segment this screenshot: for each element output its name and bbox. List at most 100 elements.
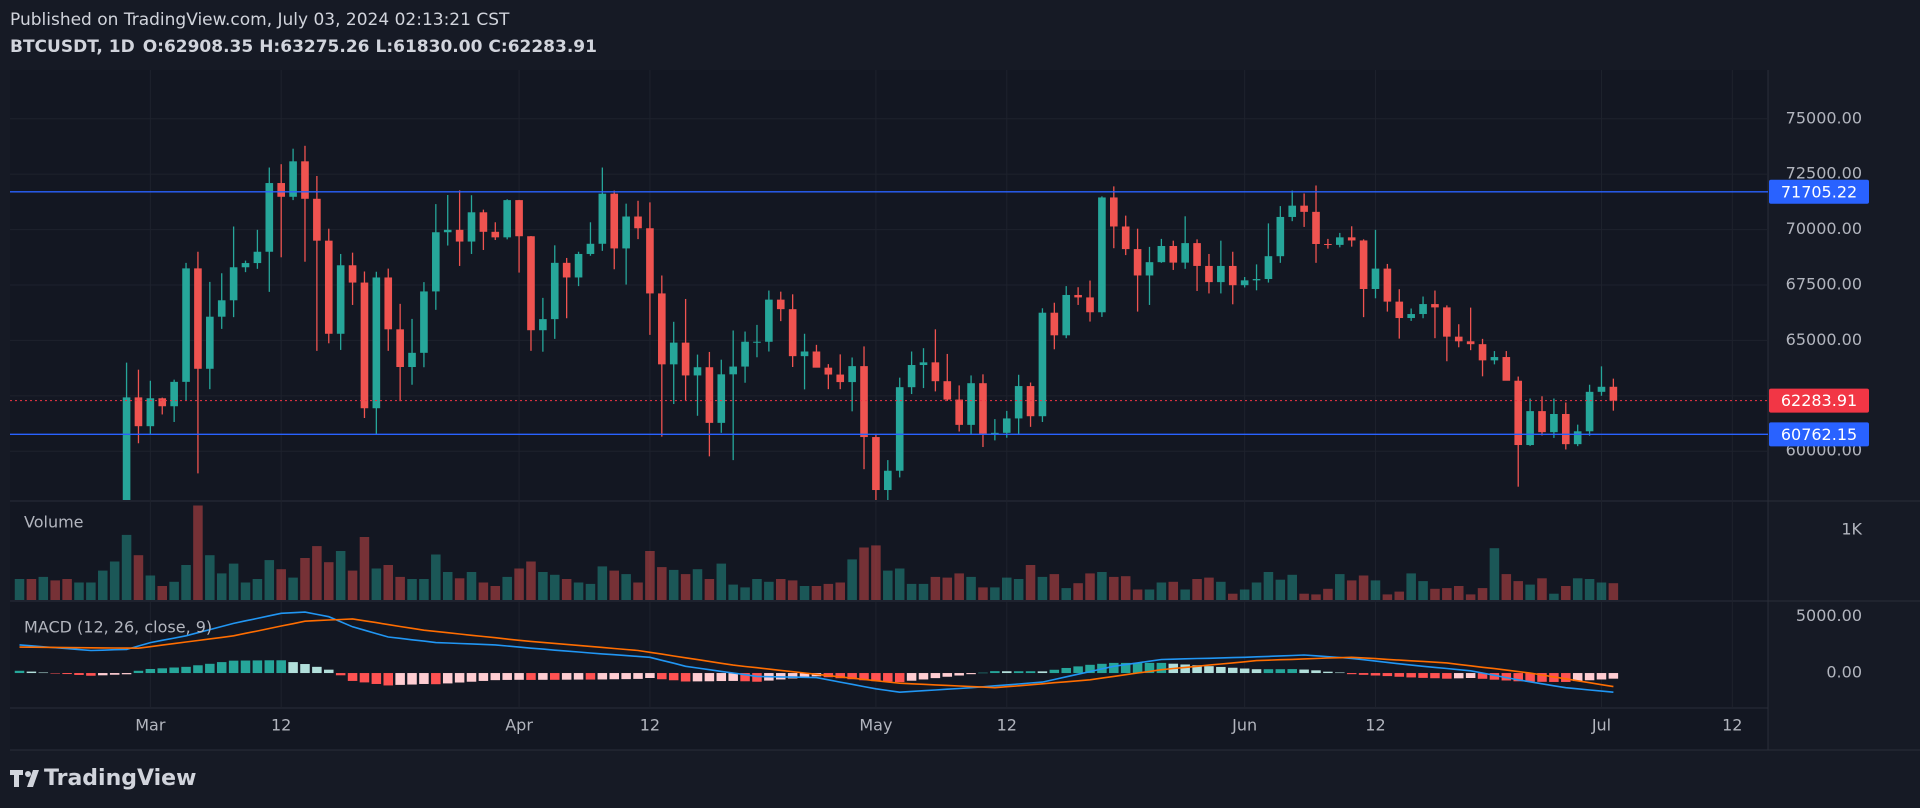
pane-title: MACD (12, 26, close, 9)	[24, 618, 212, 637]
volume-bar	[561, 579, 572, 600]
volume-bar	[1001, 577, 1012, 600]
candle-body	[1145, 262, 1154, 276]
macd-histogram-bar	[442, 673, 453, 684]
candle-body	[479, 212, 488, 232]
candle-body	[753, 341, 761, 343]
volume-bar	[193, 505, 203, 600]
macd-histogram-bar	[1287, 669, 1297, 674]
candle-body	[1109, 197, 1118, 227]
volume-bar	[395, 576, 405, 600]
candle-body	[860, 366, 868, 438]
candle-body	[313, 198, 321, 241]
x-tick-label: 12	[997, 716, 1017, 735]
volume-bar	[276, 569, 286, 600]
candle-body	[503, 200, 511, 238]
x-tick-label: 12	[1365, 716, 1385, 735]
ohlc-key: C:	[488, 37, 507, 57]
volume-bar	[1584, 579, 1595, 600]
candle-body	[1561, 414, 1570, 445]
volume-bar	[1144, 589, 1155, 600]
volume-bar	[692, 569, 703, 600]
volume-bar	[1168, 581, 1179, 600]
macd-histogram-bar	[716, 673, 727, 682]
macd-histogram-bar	[86, 673, 96, 676]
candle-body	[1217, 265, 1225, 283]
candle-body	[622, 216, 630, 249]
x-tick-label: 12	[271, 716, 291, 735]
candle-body	[705, 367, 714, 423]
macd-histogram-bar	[1120, 662, 1131, 674]
candle-body	[360, 282, 369, 409]
candle-body	[253, 251, 262, 264]
macd-histogram-bar	[109, 673, 120, 675]
candle-body	[1252, 279, 1261, 281]
candle-body	[515, 200, 523, 237]
candle-body	[800, 351, 809, 357]
volume-bar	[645, 551, 655, 600]
candle-body	[539, 319, 547, 331]
candle-body	[146, 398, 155, 427]
candle-body	[1359, 240, 1368, 289]
macd-histogram-bar	[1239, 668, 1250, 674]
volume-bar	[1608, 583, 1619, 600]
macd-histogram-bar	[835, 673, 845, 679]
candle-body	[1478, 344, 1487, 361]
macd-histogram-bar	[847, 673, 857, 680]
volume-bar	[38, 576, 49, 600]
ohlc-value: 62283.91	[508, 37, 597, 57]
published-text: Published on TradingView.com, July 03, 2…	[10, 10, 510, 30]
price-label: 62283.91	[1781, 391, 1857, 410]
macd-histogram-bar	[799, 673, 810, 678]
volume-bar	[1561, 586, 1571, 600]
y-tick-label: 75000.00	[1786, 108, 1862, 127]
macd-histogram-bar	[1430, 673, 1440, 679]
volume-bar	[550, 574, 560, 600]
candle-body	[872, 437, 880, 491]
macd-histogram-bar	[1132, 662, 1143, 674]
volume-bar	[978, 587, 988, 600]
macd-histogram-bar	[692, 673, 703, 682]
volume-bar	[633, 582, 643, 600]
x-tick-label: Jul	[1591, 716, 1611, 735]
candle-body	[1514, 380, 1523, 446]
volume-bar	[680, 574, 691, 600]
macd-histogram-bar	[264, 660, 275, 674]
macd-histogram-bar	[1358, 673, 1369, 675]
macd-histogram-bar	[1001, 671, 1012, 674]
macd-histogram-bar	[859, 673, 869, 681]
candle-body	[1466, 341, 1475, 345]
volume-bar	[1453, 586, 1464, 600]
volume-bar	[1442, 588, 1452, 600]
volume-bar	[883, 570, 893, 600]
macd-histogram-bar	[978, 672, 988, 674]
macd-histogram-bar	[1311, 670, 1321, 674]
macd-histogram-bar	[871, 673, 881, 682]
candle-body	[527, 236, 535, 331]
volume-bar	[14, 579, 25, 600]
macd-histogram-bar	[466, 673, 477, 682]
volume-bar	[1287, 574, 1297, 600]
macd-histogram-bar	[1465, 673, 1476, 679]
macd-histogram-bar	[704, 673, 715, 682]
candle-body	[1312, 211, 1320, 244]
candle-body	[562, 262, 571, 278]
volume-bar	[1192, 579, 1202, 600]
candle-body	[1062, 294, 1071, 336]
macd-histogram-bar	[121, 673, 132, 675]
volume-bar	[1132, 589, 1143, 600]
price-label-box	[1769, 388, 1869, 413]
candle-body	[1181, 243, 1189, 263]
candle-body	[824, 367, 833, 375]
volume-bar	[1489, 548, 1500, 600]
symbol-line: BTCUSDT, 1D O:62908.35 H:63275.26 L:61830.0…	[10, 37, 597, 57]
volume-bar	[407, 579, 417, 600]
candle-body	[836, 374, 845, 383]
volume-bar	[752, 579, 762, 600]
candle-body	[432, 232, 440, 292]
macd-histogram-bar	[930, 673, 941, 679]
volume-bar	[478, 582, 489, 600]
candle-body	[979, 383, 987, 434]
volume-bar	[597, 566, 608, 600]
volume-bar	[966, 576, 976, 600]
y-tick-label: 65000.00	[1786, 330, 1862, 349]
